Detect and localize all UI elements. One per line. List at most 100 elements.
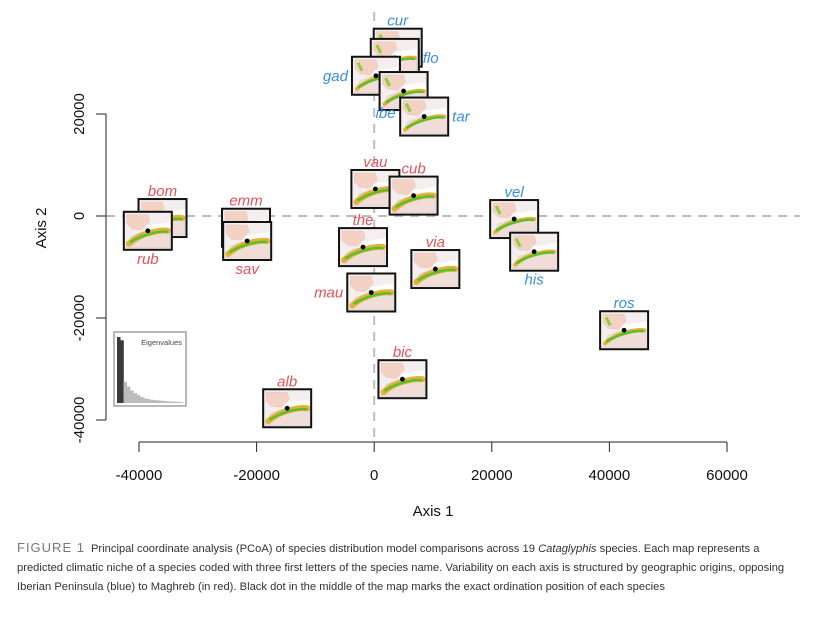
iberia-landmass: [265, 392, 290, 408]
suitability-band-high: [268, 407, 308, 421]
map-frame: [338, 227, 389, 268]
species-label-sav: sav: [236, 261, 261, 278]
suitability-band-high: [605, 329, 645, 343]
figure-caption: FIGURE 1 Principal coordinate analysis (P…: [17, 538, 807, 597]
ordination-dot: [400, 376, 405, 382]
eigenvalue-bar: [133, 393, 137, 403]
map-markers: [122, 27, 650, 429]
map-frame: [262, 388, 313, 429]
y-tick-label: -20000: [71, 295, 88, 342]
eigenvalue-bar: [120, 340, 124, 403]
iberia-landmass: [225, 224, 250, 241]
species-label-gad: gad: [323, 68, 349, 85]
ordination-dot: [360, 244, 366, 250]
eigenvalue-bar: [159, 400, 164, 403]
eigenvalue-bar: [176, 401, 180, 403]
species-map-ros: [599, 310, 650, 351]
map-frame: [346, 272, 397, 313]
x-tick-label: 20000: [471, 467, 513, 484]
species-label-rub: rub: [137, 251, 159, 268]
suitability-band-high: [228, 240, 268, 254]
ordination-dot: [411, 193, 416, 199]
map-frame: [222, 220, 273, 261]
iberia-suitability: [404, 102, 412, 113]
suitability-band-high: [353, 292, 392, 305]
map-frame: [122, 210, 173, 251]
ordination-dot: [421, 114, 427, 119]
x-tick-label: 40000: [589, 467, 631, 484]
iberia-suitability: [375, 44, 383, 54]
species-label-mau: mau: [314, 285, 344, 302]
map-frame: [509, 231, 560, 272]
iberia-suitability: [494, 205, 502, 215]
species-label-via: via: [426, 234, 445, 251]
map-frame: [388, 175, 439, 216]
ordination-dot: [368, 290, 374, 295]
species-label-flo: flo: [423, 50, 439, 67]
iberia-landmass: [126, 214, 151, 231]
iberia-landmass: [414, 252, 438, 269]
suitability-band-high: [417, 268, 456, 282]
species-map-cub: [388, 175, 439, 216]
eigenvalue-bar: [169, 401, 174, 403]
ordination-dot: [531, 249, 537, 255]
species-label-vel: vel: [505, 184, 525, 201]
x-tick-label: -40000: [116, 467, 163, 484]
iberia-landmass: [341, 230, 366, 247]
ordination-dot: [284, 405, 290, 411]
y-tick-label: 20000: [71, 93, 88, 135]
iberia-landmass: [350, 276, 374, 292]
species-map-mau: [346, 272, 397, 313]
species-label-ros: ros: [614, 295, 635, 312]
eigenvalue-bar: [130, 390, 134, 403]
species-label-emm: emm: [229, 193, 262, 210]
suitability-band-high: [384, 378, 423, 392]
eigenvalue-bar: [156, 400, 161, 403]
ordination-dot: [401, 88, 406, 94]
ordination-dot: [621, 327, 627, 333]
map-frame: [399, 96, 450, 137]
ordination-dot: [145, 228, 151, 234]
eigenvalue-bar: [140, 397, 144, 403]
species-map-alb: [262, 388, 313, 429]
caption-genus: Cataglyphis: [538, 543, 597, 555]
eigenvalues-inset: Eigenvalues: [113, 331, 187, 407]
suitability-band-high: [385, 90, 424, 104]
caption-text-2: species. Each map represents a predicted…: [17, 543, 785, 593]
suitability-band-high: [129, 230, 169, 244]
species-label-alb: alb: [277, 373, 297, 390]
suitability-band-high: [395, 195, 434, 208]
ordination-dot: [432, 266, 438, 272]
species-label-cur: cur: [387, 13, 409, 30]
species-label-his: his: [525, 272, 545, 289]
pcoa-plot: -40000 -20000 0 20000 40000 60000 Axis 1 -40000…: [33, 12, 800, 520]
x-tick-label: 60000: [706, 467, 748, 484]
y-tick-label: 0: [71, 212, 88, 220]
suitability-band-high: [515, 251, 555, 264]
iberia-landmass: [392, 179, 416, 195]
eigenvalue-bar: [117, 337, 121, 403]
species-label-cub: cub: [402, 161, 426, 178]
ordination-dot: [372, 186, 378, 192]
species-label-tar: tar: [452, 109, 471, 126]
eigenvalue-bar: [123, 381, 128, 403]
suitability-band-high: [405, 116, 445, 129]
figure-label: FIGURE 1: [17, 540, 85, 555]
eigenvalue-bar: [143, 398, 147, 403]
species-map-tar: [399, 96, 450, 137]
y-tick-label: -40000: [71, 397, 88, 444]
eigenvalue-bar: [146, 399, 151, 403]
species-map-bic: [377, 359, 428, 400]
map-frame: [377, 359, 428, 400]
iberia-suitability: [514, 238, 522, 248]
eigenvalue-bar: [150, 399, 154, 403]
suitability-band-high: [344, 246, 384, 260]
reference-lines: [106, 12, 800, 440]
eigenvalue-bar: [179, 402, 184, 403]
iberia-landmass: [354, 172, 378, 189]
species-labels: cur flo gad ibe tar vau cub bom rub emm sav the via m…: [137, 13, 635, 391]
eigenvalue-bar: [136, 395, 141, 403]
iberia-suitability: [604, 316, 612, 326]
y-axis-title: Axis 2: [33, 208, 50, 249]
species-label-the: the: [353, 212, 374, 229]
